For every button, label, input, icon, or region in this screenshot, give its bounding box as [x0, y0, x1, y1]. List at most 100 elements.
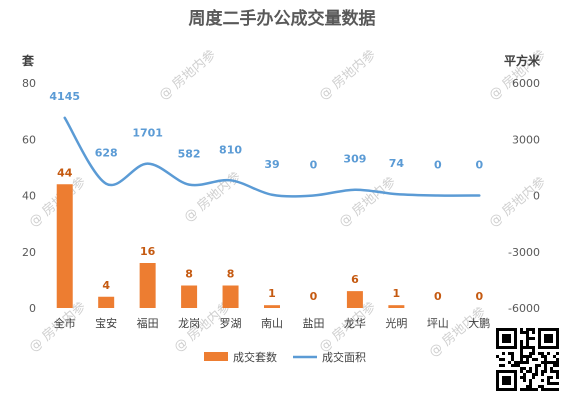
category-label-5: 南山 [261, 317, 283, 330]
qr-finder-inner-0 [502, 334, 511, 343]
qr-module [547, 352, 550, 355]
legend: 成交套数 成交面积 [204, 350, 366, 364]
bar-label-8: 1 [393, 287, 401, 300]
qr-module [517, 361, 520, 364]
legend-line-label: 成交面积 [322, 350, 366, 364]
category-label-6: 盐田 [302, 317, 324, 330]
qr-module [508, 352, 511, 355]
left-tick-0: 0 [29, 302, 36, 315]
qr-module [517, 364, 520, 367]
category-labels: 全市 宝安 福田 龙岗 罗湖 南山 盐田 龙华 光明 坪山 大鹏 [54, 316, 491, 330]
qr-module [520, 370, 523, 373]
qr-module [541, 385, 544, 388]
qr-module [523, 373, 526, 376]
bar-label-5: 1 [268, 287, 276, 300]
left-axis-ticks: 0 20 40 60 80 [22, 77, 36, 315]
qr-module [544, 367, 547, 370]
qr-module [526, 328, 529, 331]
line-label-5: 39 [264, 158, 279, 171]
qr-module [529, 352, 532, 355]
qr-module [526, 385, 529, 388]
qr-module [523, 376, 526, 379]
qr-module [556, 364, 559, 367]
bar-series [56, 184, 405, 308]
qr-module [523, 379, 526, 382]
qr-module [553, 361, 556, 364]
qr-module [523, 331, 526, 334]
line-data-labels: 4145 628 1701 582 810 39 0 309 74 0 0 [49, 90, 483, 172]
line-label-7: 309 [343, 153, 366, 166]
bar-label-2: 16 [140, 245, 156, 258]
right-tick-1: -3000 [508, 246, 540, 259]
qr-module [547, 379, 550, 382]
qr-module [520, 358, 523, 361]
right-axis-unit: 平方米 [504, 53, 541, 68]
qr-module [541, 355, 544, 358]
bar-5 [264, 305, 280, 308]
qr-module [529, 382, 532, 385]
qr-module [541, 373, 544, 376]
right-tick-2: 0 [533, 190, 540, 203]
qr-module [538, 364, 541, 367]
qr-module [544, 361, 547, 364]
category-label-9: 坪山 [427, 317, 449, 330]
qr-module [544, 370, 547, 373]
qr-module [544, 364, 547, 367]
qr-module [523, 388, 526, 391]
qr-module [526, 355, 529, 358]
category-label-1: 宝安 [95, 316, 117, 330]
qr-module [529, 337, 532, 340]
qr-module [529, 328, 532, 331]
bar-7 [346, 291, 363, 308]
qr-module [499, 364, 502, 367]
qr-module [499, 358, 502, 361]
qr-module [544, 388, 547, 391]
qr-module [532, 352, 535, 355]
qr-module [547, 388, 550, 391]
line-label-1: 628 [95, 147, 118, 160]
qr-module [538, 352, 541, 355]
bar-label-4: 8 [227, 268, 235, 281]
qr-module [520, 352, 523, 355]
bar-label-3: 8 [185, 268, 193, 281]
qr-module [532, 331, 535, 334]
qr-module [556, 370, 559, 373]
qr-module [523, 346, 526, 349]
qr-module [532, 373, 535, 376]
qr-module [553, 382, 556, 385]
left-tick-2: 40 [22, 190, 36, 203]
qr-module [520, 388, 523, 391]
qr-module [550, 367, 553, 370]
bar-1 [98, 296, 115, 308]
qr-module [535, 367, 538, 370]
qr-finder-inner-1 [544, 334, 553, 343]
qr-module [523, 361, 526, 364]
qr-module [520, 346, 523, 349]
qr-module [532, 376, 535, 379]
qr-module [541, 379, 544, 382]
qr-module [520, 361, 523, 364]
qr-module [532, 328, 535, 331]
area-line-series [63, 116, 481, 198]
qr-module [526, 334, 529, 337]
line-label-2: 1701 [132, 127, 163, 140]
qr-module [520, 376, 523, 379]
qr-module [535, 364, 538, 367]
qr-module [514, 361, 517, 364]
qr-module [526, 346, 529, 349]
bar-label-0: 44 [57, 166, 73, 179]
qr-module [535, 373, 538, 376]
bar-2 [139, 263, 156, 308]
line-label-0: 4145 [49, 90, 80, 103]
qr-module [547, 361, 550, 364]
qr-module [529, 379, 532, 382]
category-label-10: 大鹏 [468, 316, 490, 330]
qr-module [526, 331, 529, 334]
qr-module [556, 361, 559, 364]
qr-code [494, 326, 561, 393]
qr-module [535, 388, 538, 391]
left-tick-1: 20 [22, 246, 36, 259]
qr-module [529, 388, 532, 391]
right-tick-0: -6000 [508, 302, 540, 315]
